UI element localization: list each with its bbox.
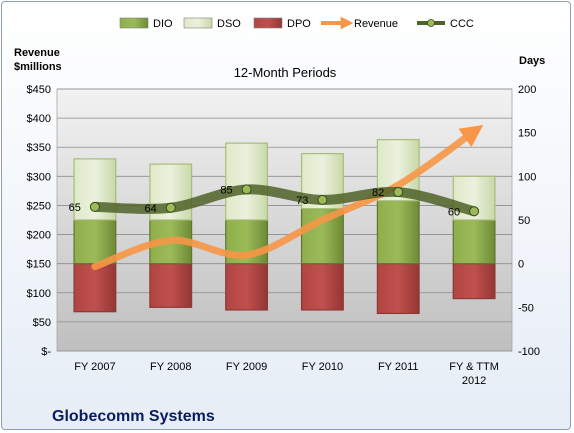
legend-label-ccc: CCC <box>450 18 474 30</box>
right-tick-label: 150 <box>518 128 536 140</box>
category-label: FY 2011 <box>378 361 419 373</box>
category-label: FY 2009 <box>226 361 267 373</box>
left-tick-label: $250 <box>27 200 51 212</box>
category-label: 2012 <box>462 375 486 387</box>
dpo-bar <box>149 263 193 308</box>
category-label: FY 2008 <box>150 361 191 373</box>
left-tick-label: $300 <box>27 171 51 183</box>
legend-label-dpo: DPO <box>287 18 311 30</box>
dpo-bar <box>225 263 269 311</box>
ccc-marker <box>165 202 176 213</box>
ccc-data-label: 73 <box>296 195 308 207</box>
left-tick-label: $- <box>41 346 51 358</box>
dio-bar <box>452 219 496 265</box>
ccc-marker <box>241 184 252 195</box>
dpo-bar <box>452 263 496 300</box>
right-tick-label: 200 <box>518 84 536 96</box>
right-tick-label: -100 <box>518 346 540 358</box>
revenue-line <box>91 125 484 271</box>
ccc-line <box>89 184 480 217</box>
ccc-series: 65 64 85 73 82 60 <box>69 184 480 218</box>
left-tick-label: $150 <box>27 259 51 271</box>
revenue-series <box>91 125 484 271</box>
legend-label-dio: DIO <box>153 18 173 30</box>
left-tick-label: $50 <box>33 317 51 329</box>
dso-bar <box>225 142 269 221</box>
ccc-data-label: 82 <box>372 187 384 199</box>
ccc-marker <box>317 194 328 205</box>
company-name: Globecomm Systems <box>52 408 215 425</box>
right-axis-title: Days <box>519 55 545 67</box>
legend-label-revenue: Revenue <box>354 18 398 30</box>
ccc-marker <box>89 201 100 212</box>
left-tick-label: $200 <box>27 230 51 242</box>
dpo-bar <box>73 263 117 313</box>
left-axis-title: Revenue <box>14 47 60 59</box>
right-axis-ticks: -100 -50 0 50 100 150 200 <box>518 84 540 358</box>
dpo-bar <box>376 263 420 315</box>
left-tick-label: $100 <box>27 288 51 300</box>
right-tick-label: 0 <box>518 259 524 271</box>
right-tick-label: 100 <box>518 171 536 183</box>
left-tick-label: $350 <box>27 142 51 154</box>
right-tick-label: -50 <box>518 302 534 314</box>
left-tick-label: $450 <box>27 84 51 96</box>
gridlines <box>57 88 512 352</box>
dio-bar <box>376 200 420 265</box>
ccc-data-label: 60 <box>448 206 460 218</box>
legend-swatch-dio <box>119 17 149 29</box>
ccc-marker <box>393 187 404 198</box>
ccc-data-label: 85 <box>220 184 232 196</box>
plot-area <box>56 88 513 352</box>
chart-title: 12-Month Periods <box>234 65 337 80</box>
left-axis-ticks: $- $50 $100 $150 $200 $250 $300 $350 $400 $450 <box>27 84 52 358</box>
legend-label-dso: DSO <box>217 18 241 30</box>
dpo-bar <box>300 263 344 311</box>
right-tick-label: 50 <box>518 215 530 227</box>
category-label: FY 2007 <box>74 361 115 373</box>
legend-swatch-dpo <box>253 17 283 29</box>
legend-swatch-dso <box>183 17 213 29</box>
category-label: FY 2010 <box>302 361 343 373</box>
left-tick-label: $400 <box>27 113 51 125</box>
ccc-data-label: 64 <box>145 203 157 215</box>
ccc-marker <box>469 206 480 217</box>
legend-marker-ccc <box>427 19 435 27</box>
left-axis-unit: $millions <box>14 61 62 73</box>
ccc-data-label: 65 <box>69 202 81 214</box>
legend: DIO DSO DPO Revenue CCC <box>119 16 474 30</box>
category-labels: FY 2007 FY 2008 FY 2009 FY 2010 FY 2011 FY & … <box>74 361 499 387</box>
category-label: FY & TTM <box>449 361 499 373</box>
